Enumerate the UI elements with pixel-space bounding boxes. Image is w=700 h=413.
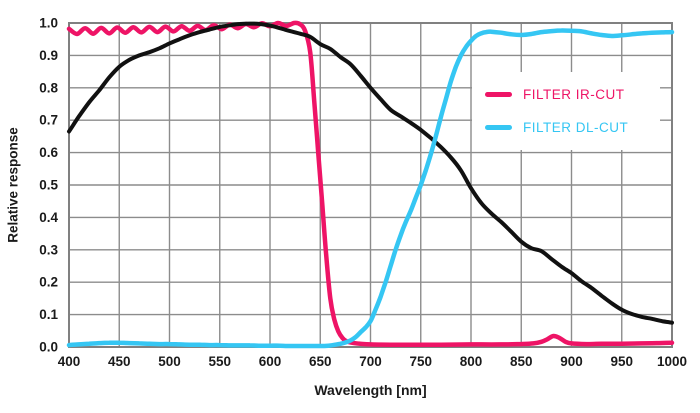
legend-swatch-dl-cut	[485, 125, 512, 130]
x-tick-label: 700	[359, 354, 382, 369]
plot-border	[68, 22, 673, 348]
x-tick-label: 1000	[657, 354, 687, 369]
x-tick-label: 450	[108, 354, 131, 369]
x-tick-label: 900	[560, 354, 583, 369]
legend-label-dl-cut: FILTER DL-CUT	[523, 120, 629, 135]
x-tick-label: 750	[409, 354, 432, 369]
y-tick-label: 0.2	[39, 275, 58, 290]
y-tick-label: 0.1	[39, 307, 58, 322]
legend-swatch-ir-cut	[485, 92, 512, 97]
y-tick-label: 0.5	[39, 178, 58, 193]
y-tick-label: 1.0	[39, 16, 58, 31]
x-axis-title: Wavelength [nm]	[314, 382, 427, 398]
x-tick-label: 850	[510, 354, 533, 369]
y-tick-label: 0.3	[39, 242, 58, 257]
y-tick-label: 0.7	[39, 113, 58, 128]
legend-item-dl-cut: FILTER DL-CUT	[485, 116, 660, 140]
x-tick-label: 600	[259, 354, 282, 369]
legend-label-ir-cut: FILTER IR-CUT	[523, 87, 625, 102]
x-tick-label: 950	[610, 354, 633, 369]
y-tick-label: 0.4	[39, 210, 58, 225]
y-tick-label: 0.6	[39, 145, 58, 160]
y-tick-label: 0.8	[39, 80, 58, 95]
series-curve-unlabeled-sensor-response	[67, 21, 674, 325]
x-tick-label: 800	[460, 354, 483, 369]
y-tick-label: 0.9	[39, 48, 58, 63]
y-tick-label: 0.0	[39, 340, 58, 355]
x-tick-label: 400	[58, 354, 81, 369]
x-tick-label: 650	[309, 354, 332, 369]
series-curve-filter-ir-cut	[66, 20, 675, 347]
legend-item-ir-cut: FILTER IR-CUT	[485, 83, 660, 107]
legend: FILTER IR-CUT FILTER DL-CUT	[472, 72, 660, 150]
x-tick-label: 550	[208, 354, 231, 369]
y-axis-title: Relative response	[5, 127, 21, 243]
x-tick-label: 500	[158, 354, 181, 369]
series-curve-filter-dl-cut	[66, 28, 675, 349]
